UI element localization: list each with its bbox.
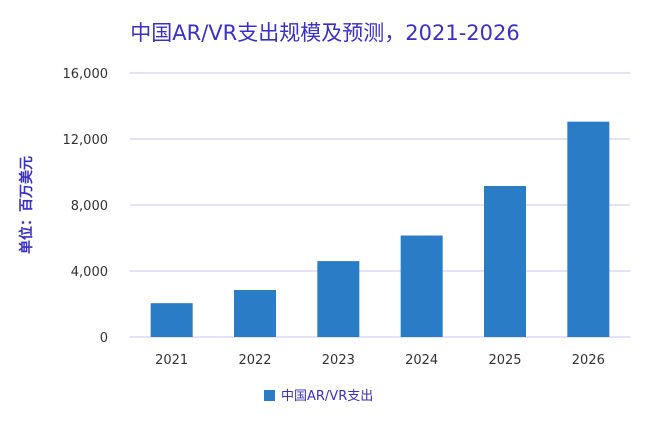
y-tick-label: 12,000 [63,133,109,148]
grid-lines [130,72,630,338]
bar [150,303,193,337]
bar [317,261,360,337]
legend: 中国AR/VR支出 [264,389,373,404]
chart-title: 中国AR/VR支出规模及预测，2021-2026 [130,21,519,45]
x-tick-label: 2026 [572,353,605,368]
y-axis-ticks: 0 4,000 8,000 12,000 16,000 [63,67,109,346]
bar [234,289,276,337]
x-axis-ticks: 2021 2022 2023 2024 2025 2026 [155,353,605,368]
bars [150,121,610,337]
x-tick-label: 2025 [488,353,521,368]
y-tick-label: 4,000 [71,265,108,280]
y-axis-label: 单位：百万美元 [18,156,35,254]
bar [400,235,443,337]
y-tick-label: 8,000 [71,199,108,214]
x-tick-label: 2024 [405,353,438,368]
y-tick-label: 0 [100,331,108,346]
bar [484,186,526,337]
legend-swatch [264,390,275,401]
legend-label: 中国AR/VR支出 [281,389,373,404]
x-tick-label: 2021 [155,353,188,368]
x-tick-label: 2023 [322,353,355,368]
y-tick-label: 16,000 [63,67,109,82]
bar [567,121,610,337]
x-tick-label: 2022 [238,353,271,368]
